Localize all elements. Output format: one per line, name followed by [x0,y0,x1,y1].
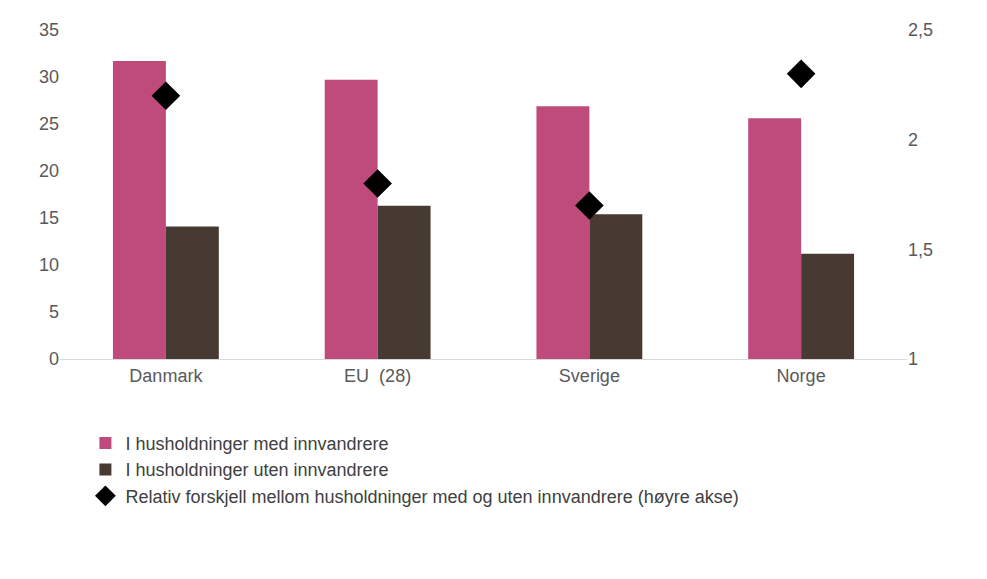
svg-text:Danmark: Danmark [129,366,203,386]
svg-text:20: 20 [39,161,59,181]
svg-text:I husholdninger uten innvandre: I husholdninger uten innvandrere [125,460,388,480]
svg-text:Relativ forskjell mellom husho: Relativ forskjell mellom husholdninger m… [125,487,738,507]
svg-text:10: 10 [39,255,59,275]
svg-text:30: 30 [39,67,59,87]
svg-text:Sverige: Sverige [559,366,620,386]
svg-text:2: 2 [908,130,918,150]
svg-text:Norge: Norge [777,366,826,386]
svg-text:5: 5 [49,302,59,322]
svg-text:1,5: 1,5 [908,240,933,260]
svg-text:25: 25 [39,114,59,134]
svg-text:I husholdninger med innvandrer: I husholdninger med innvandrere [125,434,388,454]
svg-text:15: 15 [39,208,59,228]
svg-text:35: 35 [39,20,59,40]
svg-text:EU (28): EU (28) [344,366,411,386]
svg-text:1: 1 [908,349,918,369]
svg-text:2,5: 2,5 [908,20,933,40]
svg-text:0: 0 [49,349,59,369]
